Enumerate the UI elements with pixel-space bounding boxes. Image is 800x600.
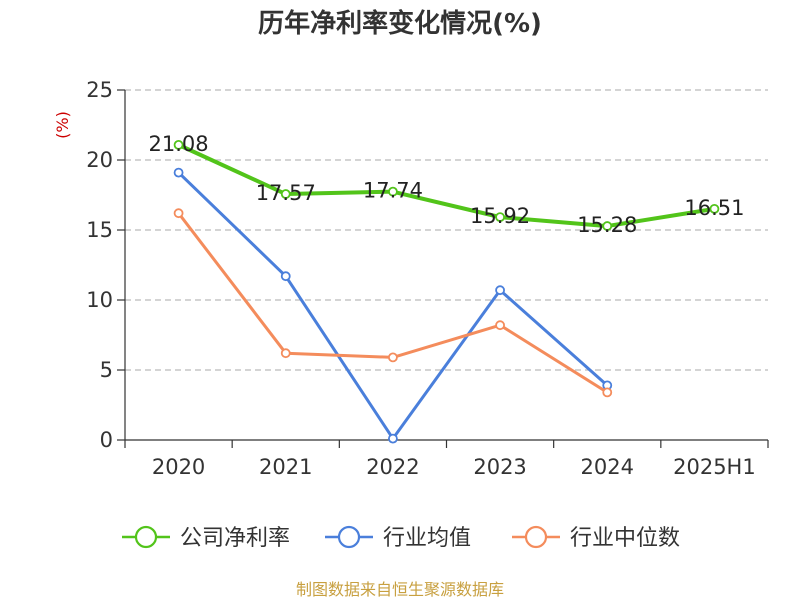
series-line-3 [177, 212, 609, 394]
x-tick-label: 2021 [259, 455, 312, 479]
series-point-3 [173, 208, 184, 219]
y-tick-label: 15 [86, 218, 113, 242]
series-line-2 [177, 171, 609, 441]
legend-marker [134, 525, 158, 549]
y-axis-unit-label: (%) [53, 111, 72, 139]
series-point-1 [495, 212, 505, 223]
series-point-1 [709, 203, 720, 214]
y-tick-label: 25 [86, 78, 113, 102]
x-tick-label: 2024 [581, 455, 634, 479]
series-point-3 [388, 352, 398, 363]
legend-label: 行业中位数 [570, 526, 680, 551]
data-label: 15.28 [577, 213, 637, 237]
series-point-1 [173, 139, 184, 150]
series-point-2 [280, 271, 291, 282]
x-tick-label: 2025H1 [673, 455, 756, 479]
legend-marker [337, 525, 361, 549]
y-tick-label: 10 [86, 288, 113, 312]
chart-title: 历年净利率变化情况(%) [258, 8, 542, 39]
source-note: 制图数据来自恒生聚源数据库 [296, 580, 504, 599]
series-point-1 [280, 189, 291, 199]
data-label: 17.74 [363, 179, 423, 203]
legend-label: 行业均值 [383, 526, 471, 551]
x-tick-label: 2020 [152, 455, 205, 479]
data-label: 21.08 [149, 132, 209, 156]
series-point-1 [602, 221, 613, 231]
series-point-3 [280, 348, 291, 359]
series-point-1 [388, 186, 398, 197]
grid-lines [125, 89, 768, 371]
data-labels: 21.08 17.57 17.74 15.92 15.28 16.51 [149, 132, 745, 237]
series-point-2 [173, 167, 184, 178]
legend-marker [524, 525, 548, 549]
y-tick-label: 20 [86, 148, 113, 172]
legend: 公司净利率 行业均值 行业中位数 [122, 525, 680, 551]
axes: 0 5 10 15 20 25 2020 2021 2022 2023 2024 2025H1 [86, 78, 769, 479]
y-tick-label: 5 [100, 358, 113, 382]
x-tick-label: 2023 [473, 455, 526, 479]
series-point-3 [602, 387, 613, 398]
series-point-2 [388, 433, 398, 444]
series-point-3 [495, 320, 505, 331]
data-label: 15.92 [470, 204, 530, 228]
x-tick-label: 2022 [366, 455, 419, 479]
series-point-2 [495, 285, 505, 296]
data-label: 16.51 [684, 196, 744, 220]
series-line-1 [177, 143, 715, 229]
legend-label: 公司净利率 [180, 526, 290, 551]
series-layer [173, 139, 720, 444]
data-label: 17.57 [256, 181, 316, 205]
y-tick-label: 0 [100, 428, 113, 452]
